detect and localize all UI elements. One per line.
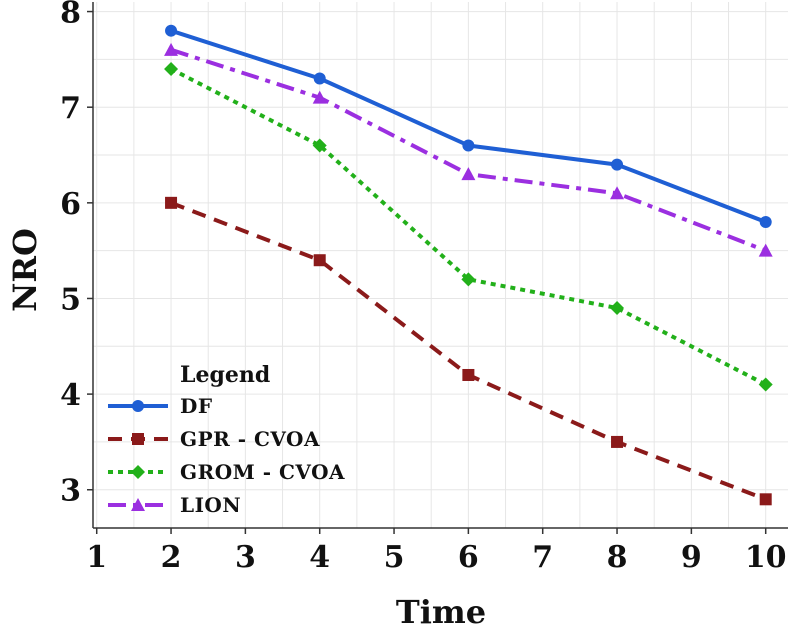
- data-point: [611, 435, 624, 448]
- data-point: [461, 167, 476, 181]
- data-point: [758, 377, 773, 392]
- x-tick-label: 6: [458, 540, 479, 575]
- data-point: [312, 138, 327, 153]
- legend-label: GPR - CVOA: [180, 427, 320, 451]
- data-point: [461, 272, 476, 287]
- x-axis-label: Time: [396, 593, 486, 631]
- legend-label: DF: [180, 394, 213, 418]
- axes: 3 4 5 6 7 8 1 2 3 4 5 6 7 8 9 10: [60, 0, 788, 575]
- y-tick-label: 4: [60, 378, 81, 413]
- series-lion: [164, 42, 773, 257]
- legend-swatch-marker: [131, 498, 145, 511]
- x-tick-label: 2: [161, 540, 182, 575]
- data-point: [312, 90, 327, 104]
- legend-swatch-marker: [132, 400, 144, 412]
- legend-label: LION: [180, 493, 241, 517]
- data-point: [610, 301, 625, 316]
- data-point: [759, 493, 772, 506]
- series-grom-cvoa: [164, 61, 773, 392]
- legend-swatch-marker: [132, 433, 144, 445]
- legend-label: GROM - CVOA: [180, 460, 345, 484]
- data-point: [165, 196, 178, 209]
- y-tick-label: 6: [60, 187, 81, 222]
- legend-item: GPR - CVOA: [108, 427, 320, 451]
- data-point: [462, 139, 475, 152]
- legend-item: DF: [108, 394, 213, 418]
- y-tick-label: 3: [60, 474, 81, 509]
- data-point: [313, 254, 326, 267]
- x-tick-label: 9: [681, 540, 702, 575]
- series-df: [165, 24, 772, 228]
- x-tick-label: 3: [235, 540, 256, 575]
- x-tick-label: 1: [86, 540, 107, 575]
- x-tick-label: 10: [745, 540, 787, 575]
- x-tick-label: 5: [384, 540, 405, 575]
- y-tick-label: 7: [60, 91, 81, 126]
- data-point: [164, 61, 179, 76]
- series-layer: [164, 24, 773, 506]
- data-point: [462, 368, 475, 381]
- legend-swatch-marker: [131, 465, 145, 479]
- x-tick-label: 4: [309, 540, 330, 575]
- x-tick-label: 7: [532, 540, 553, 575]
- legend-title: Legend: [180, 362, 270, 388]
- data-point: [758, 243, 773, 257]
- y-tick-label: 5: [60, 282, 81, 317]
- legend: Legend DF GPR - CVOA GROM - CVOA LION: [108, 362, 345, 517]
- y-axis-label: NRO: [6, 228, 44, 312]
- data-point: [164, 42, 179, 56]
- series-line: [170, 67, 767, 387]
- data-point: [611, 158, 624, 171]
- y-tick-label: 8: [60, 0, 81, 31]
- legend-item: GROM - CVOA: [108, 460, 345, 484]
- data-point: [759, 215, 772, 228]
- data-point: [610, 186, 625, 200]
- data-point: [165, 24, 178, 37]
- legend-item: LION: [108, 493, 241, 517]
- x-tick-label: 8: [607, 540, 628, 575]
- data-point: [313, 72, 326, 85]
- series-gpr-cvoa: [165, 196, 772, 506]
